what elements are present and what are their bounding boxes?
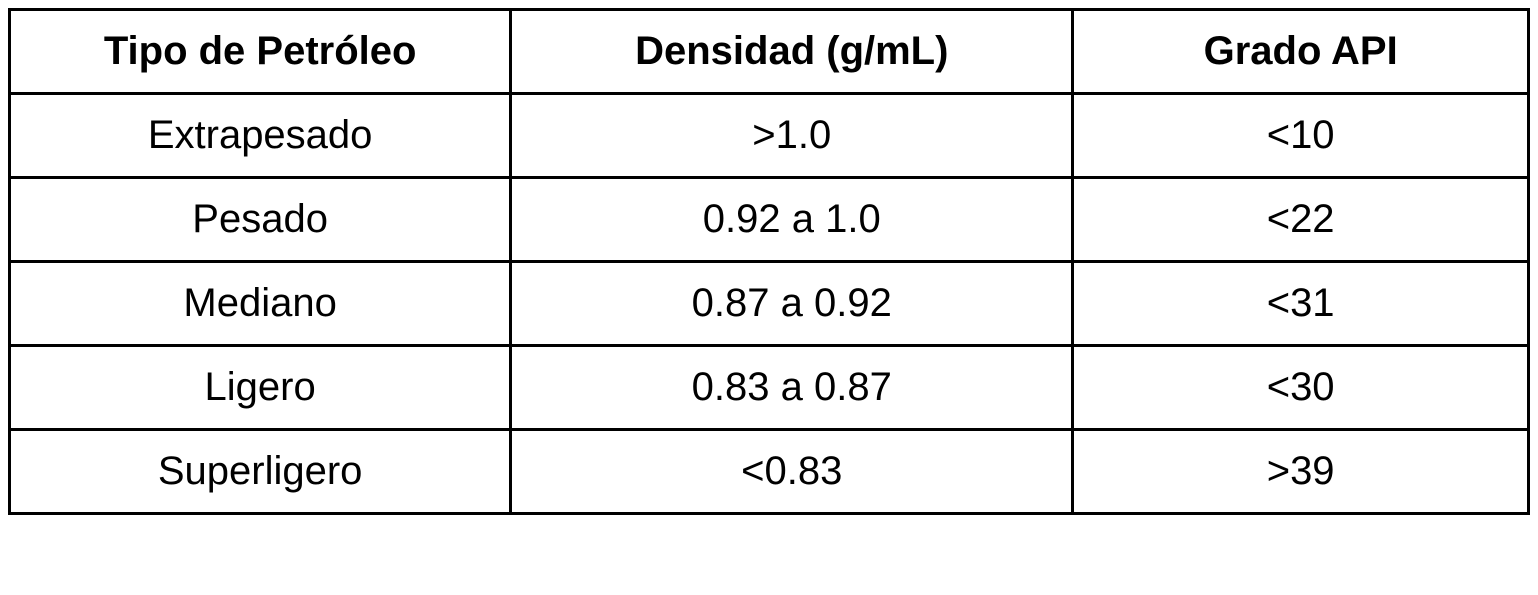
cell-grado: <22 xyxy=(1073,178,1529,262)
petroleum-table: Tipo de Petróleo Densidad (g/mL) Grado A… xyxy=(8,8,1530,515)
table-row: Mediano 0.87 a 0.92 <31 xyxy=(10,262,1529,346)
header-tipo: Tipo de Petróleo xyxy=(10,10,511,94)
cell-densidad: 0.83 a 0.87 xyxy=(511,346,1073,430)
cell-densidad: 0.92 a 1.0 xyxy=(511,178,1073,262)
cell-grado: <30 xyxy=(1073,346,1529,430)
cell-tipo: Mediano xyxy=(10,262,511,346)
table-header: Tipo de Petróleo Densidad (g/mL) Grado A… xyxy=(10,10,1529,94)
cell-tipo: Superligero xyxy=(10,430,511,514)
cell-grado: <31 xyxy=(1073,262,1529,346)
cell-densidad: 0.87 a 0.92 xyxy=(511,262,1073,346)
table-body: Extrapesado >1.0 <10 Pesado 0.92 a 1.0 <… xyxy=(10,94,1529,514)
table-row: Superligero <0.83 >39 xyxy=(10,430,1529,514)
header-row: Tipo de Petróleo Densidad (g/mL) Grado A… xyxy=(10,10,1529,94)
cell-tipo: Ligero xyxy=(10,346,511,430)
header-grado: Grado API xyxy=(1073,10,1529,94)
table-row: Ligero 0.83 a 0.87 <30 xyxy=(10,346,1529,430)
table-row: Extrapesado >1.0 <10 xyxy=(10,94,1529,178)
header-densidad: Densidad (g/mL) xyxy=(511,10,1073,94)
cell-densidad: >1.0 xyxy=(511,94,1073,178)
table-row: Pesado 0.92 a 1.0 <22 xyxy=(10,178,1529,262)
cell-tipo: Pesado xyxy=(10,178,511,262)
cell-grado: >39 xyxy=(1073,430,1529,514)
cell-grado: <10 xyxy=(1073,94,1529,178)
cell-densidad: <0.83 xyxy=(511,430,1073,514)
cell-tipo: Extrapesado xyxy=(10,94,511,178)
